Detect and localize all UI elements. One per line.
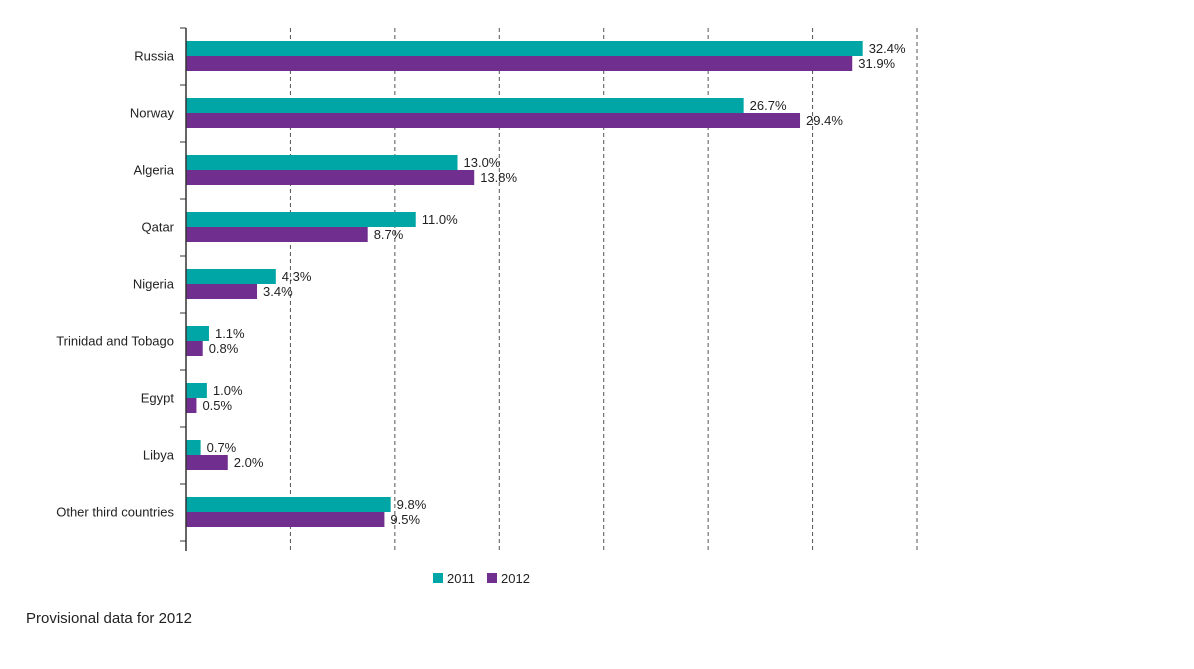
legend-label: 2011 (447, 571, 475, 586)
bar (186, 284, 258, 299)
category-label: Algeria (134, 163, 175, 178)
data-label: 0.8% (209, 341, 239, 356)
data-label: 2.0% (234, 455, 264, 470)
category-label: Qatar (141, 220, 174, 235)
bar (186, 398, 197, 413)
data-label: 9.5% (390, 512, 420, 527)
data-label: 1.0% (213, 383, 243, 398)
data-label: 31.9% (858, 56, 895, 71)
bar (186, 56, 853, 71)
bar (186, 512, 385, 527)
bar (186, 455, 228, 470)
bar (186, 227, 368, 242)
category-label: Other third countries (56, 505, 174, 520)
bar (186, 326, 209, 341)
category-label: Libya (143, 448, 175, 463)
data-label: 13.8% (480, 170, 517, 185)
data-label: 3.4% (263, 284, 293, 299)
bar (186, 41, 863, 56)
category-label: Egypt (141, 391, 175, 406)
legend-swatch (487, 573, 497, 583)
data-label: 0.5% (202, 398, 232, 413)
bar (186, 440, 201, 455)
bar (186, 113, 801, 128)
bar (186, 212, 416, 227)
bar-chart: Russia 32.4%31.9% Norway 26.7% 29.4% Algeria 1… (56, 27, 918, 586)
bar (186, 383, 207, 398)
legend-label: 2012 (501, 571, 530, 586)
bar (186, 341, 203, 356)
bar (186, 497, 391, 512)
data-label: 9.8% (397, 497, 427, 512)
category-label: Nigeria (133, 277, 175, 292)
category-label: Norway (130, 106, 175, 121)
data-label: 32.4% (869, 41, 906, 56)
data-label: 8.7% (374, 227, 404, 242)
legend-swatch (433, 573, 443, 583)
data-label: 29.4% (806, 113, 843, 128)
bar (186, 155, 458, 170)
category-label: Trinidad and Tobago (56, 334, 174, 349)
data-label: 1.1% (215, 326, 245, 341)
data-label: 26.7% (750, 98, 787, 113)
bar (186, 269, 276, 284)
data-label: 0.7% (207, 440, 237, 455)
footnote: Provisional data for 2012 (26, 610, 192, 627)
data-label: 4.3% (282, 269, 312, 284)
data-label: 11.0% (422, 212, 458, 227)
bar (186, 170, 475, 185)
data-label: 13.0% (464, 155, 501, 170)
bar (186, 98, 744, 113)
category-label: Russia (134, 49, 175, 64)
